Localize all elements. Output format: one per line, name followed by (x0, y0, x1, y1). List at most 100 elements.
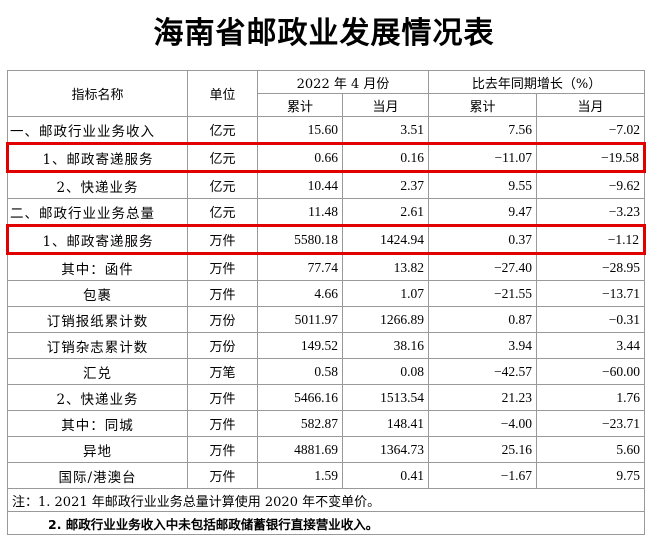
postal-stats-table: 指标名称 单位 2022 年 4 月份 比去年同期增长（%） 累计 当月 累计 … (6, 70, 647, 535)
row-cumulative: 4.66 (257, 280, 343, 307)
row-month: 1364.73 (341, 436, 430, 463)
row-name: 1、邮政寄递服务 (6, 142, 188, 173)
row-name: 其中：函件 (7, 253, 188, 281)
row-month: 2.61 (341, 198, 430, 226)
table-row: 异地 万件 4881.69 1364.73 25.16 5.60 (7, 436, 646, 463)
row-month: 0.16 (341, 142, 430, 173)
row-month: 38.16 (341, 332, 430, 359)
header-indicator: 指标名称 (7, 70, 188, 117)
row-name: 异地 (7, 436, 188, 463)
row-growth-cumulative: −21.55 (428, 280, 538, 307)
row-name: 订销报纸累计数 (7, 306, 188, 333)
page-title: 海南省邮政业发展情况表 (153, 16, 495, 51)
row-growth-cumulative: 0.37 (428, 224, 538, 255)
row-growth-month: −13.71 (536, 280, 646, 307)
row-cumulative: 5011.97 (257, 306, 343, 333)
row-cumulative: 77.74 (257, 253, 343, 281)
table-row: 国际/港澳台 万件 1.59 0.41 −1.67 9.75 (7, 462, 646, 489)
row-name: 二、邮政行业业务总量 (7, 198, 188, 226)
row-growth-cumulative: 7.56 (428, 116, 538, 144)
row-unit: 万件 (187, 280, 258, 307)
row-cumulative: 11.48 (257, 198, 343, 226)
row-cumulative: 10.44 (257, 171, 343, 199)
row-growth-cumulative: 25.16 (428, 436, 538, 463)
table-row-highlighted: 1、邮政寄递服务 亿元 0.66 0.16 −11.07 −19.58 (6, 142, 647, 173)
row-name: 1、邮政寄递服务 (6, 224, 188, 255)
note-row: 注：1. 2021 年邮政行业业务总量计算使用 2020 年不变单价。 (6, 488, 646, 512)
table-row: 其中：同城 万件 582.87 148.41 −4.00 −23.71 (7, 410, 646, 437)
header-growth-cumulative: 累计 (428, 93, 538, 117)
row-cumulative: 1.59 (257, 462, 343, 489)
table-row: 2、快递业务 亿元 10.44 2.37 9.55 −9.62 (7, 171, 646, 199)
row-cumulative: 5580.18 (257, 224, 343, 255)
row-month: 1.07 (341, 280, 430, 307)
row-growth-month: −23.71 (536, 410, 646, 437)
row-unit: 亿元 (187, 116, 258, 144)
row-month: 0.41 (341, 462, 430, 489)
row-growth-cumulative: −4.00 (428, 410, 538, 437)
row-unit: 万笔 (187, 358, 258, 385)
row-growth-month: −7.02 (536, 116, 646, 144)
row-cumulative: 15.60 (257, 116, 343, 144)
row-name: 订销杂志累计数 (7, 332, 188, 359)
row-month: 2.37 (341, 171, 430, 199)
table-row: 2、快递业务 万件 5466.16 1513.54 21.23 1.76 (7, 384, 646, 411)
row-name: 国际/港澳台 (7, 462, 188, 489)
row-unit: 万件 (187, 224, 258, 255)
header-growth: 比去年同期增长（%） (428, 70, 646, 94)
row-month: 1266.89 (341, 306, 430, 333)
table-row: 包裹 万件 4.66 1.07 −21.55 −13.71 (7, 280, 646, 307)
header-growth-month: 当月 (536, 93, 646, 117)
note-1: 注：1. 2021 年邮政行业业务总量计算使用 2020 年不变单价。 (6, 488, 646, 512)
row-growth-month: −3.23 (536, 198, 646, 226)
row-unit: 万份 (187, 306, 258, 333)
row-cumulative: 0.66 (257, 142, 343, 173)
row-name: 汇兑 (7, 358, 188, 385)
row-growth-month: 1.76 (536, 384, 646, 411)
row-growth-cumulative: 21.23 (428, 384, 538, 411)
note-2: 2. 邮政行业业务收入中未包括邮政储蓄银行直接营业收入。 (6, 511, 646, 535)
row-unit: 万件 (187, 253, 258, 281)
table-row-highlighted: 1、邮政寄递服务 万件 5580.18 1424.94 0.37 −1.12 (6, 224, 647, 255)
row-growth-cumulative: 9.47 (428, 198, 538, 226)
row-month: 0.08 (341, 358, 430, 385)
row-growth-month: −19.58 (536, 142, 647, 173)
row-unit: 万件 (187, 436, 258, 463)
row-growth-cumulative: −11.07 (428, 142, 538, 173)
header-cumulative: 累计 (257, 93, 343, 117)
header-month: 当月 (341, 93, 430, 117)
header-period: 2022 年 4 月份 (256, 70, 430, 94)
row-name: 其中：同城 (7, 410, 188, 437)
row-growth-cumulative: −27.40 (428, 253, 538, 281)
row-name: 2、快递业务 (7, 171, 188, 199)
row-month: 148.41 (341, 410, 430, 437)
row-growth-month: 5.60 (536, 436, 646, 463)
row-growth-month: −9.62 (536, 171, 646, 199)
row-month: 3.51 (341, 116, 430, 144)
row-unit: 亿元 (187, 142, 258, 173)
row-growth-cumulative: 9.55 (428, 171, 538, 199)
row-unit: 万件 (187, 462, 258, 489)
row-growth-month: 3.44 (536, 332, 646, 359)
row-month: 13.82 (341, 253, 430, 281)
row-growth-month: 9.75 (536, 462, 646, 489)
row-unit: 万件 (187, 410, 258, 437)
row-unit: 万件 (187, 384, 258, 411)
row-growth-month: −28.95 (536, 253, 646, 281)
row-name: 一、邮政行业业务收入 (7, 116, 188, 144)
row-growth-cumulative: −42.57 (428, 358, 538, 385)
row-month: 1513.54 (341, 384, 430, 411)
row-unit: 万份 (187, 332, 258, 359)
row-growth-month: −60.00 (536, 358, 646, 385)
row-cumulative: 5466.16 (257, 384, 343, 411)
row-cumulative: 582.87 (257, 410, 343, 437)
row-cumulative: 0.58 (257, 358, 343, 385)
table-row: 订销杂志累计数 万份 149.52 38.16 3.94 3.44 (7, 332, 646, 359)
row-month: 1424.94 (341, 224, 430, 255)
row-cumulative: 149.52 (257, 332, 343, 359)
table-row: 订销报纸累计数 万份 5011.97 1266.89 0.87 −0.31 (7, 306, 646, 333)
row-growth-cumulative: −1.67 (428, 462, 538, 489)
row-growth-cumulative: 3.94 (428, 332, 538, 359)
note-row: 2. 邮政行业业务收入中未包括邮政储蓄银行直接营业收入。 (6, 511, 646, 535)
table-row: 其中：函件 万件 77.74 13.82 −27.40 −28.95 (7, 253, 646, 281)
